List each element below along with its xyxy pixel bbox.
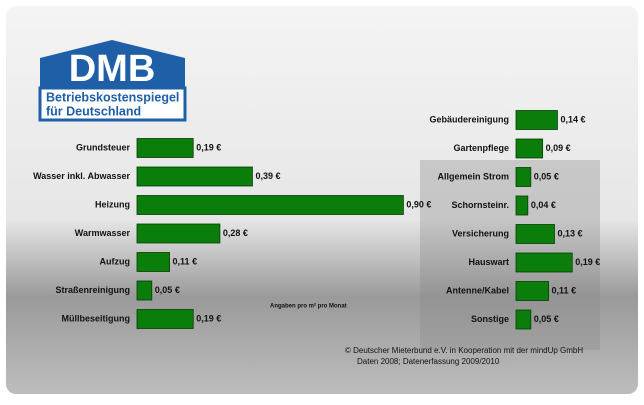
bar bbox=[515, 252, 573, 273]
bar bbox=[515, 138, 544, 159]
value-label: 0,04 € bbox=[531, 200, 556, 210]
value-label: 0,05 € bbox=[155, 285, 180, 295]
category-label: Aufzug bbox=[100, 256, 131, 266]
category-label: Versicherung bbox=[452, 228, 509, 238]
logo-line: für Deutschland bbox=[46, 104, 141, 118]
value-label: 0,19 € bbox=[575, 257, 600, 267]
category-label: Straßenreinigung bbox=[55, 285, 130, 295]
value-label: 0,05 € bbox=[534, 171, 559, 181]
bar bbox=[136, 166, 253, 187]
category-label: Müllbeseitigung bbox=[62, 313, 131, 323]
value-label: 0,19 € bbox=[196, 142, 221, 152]
logo-box bbox=[38, 86, 187, 122]
category-label: Hauswart bbox=[468, 257, 509, 267]
value-label: 0,09 € bbox=[546, 143, 571, 153]
bar bbox=[515, 110, 558, 130]
category-label: Antenne/Kabel bbox=[446, 285, 509, 295]
category-label: Warmwasser bbox=[75, 228, 131, 238]
category-label: Sonstige bbox=[471, 314, 509, 324]
logo-title: DMB bbox=[69, 48, 156, 90]
bar bbox=[136, 223, 221, 244]
category-label: Allgemein Strom bbox=[437, 171, 509, 181]
bar bbox=[136, 252, 170, 272]
note: Angaben pro m² pro Monat bbox=[270, 303, 347, 310]
bar bbox=[515, 224, 555, 244]
category-label: Schornsteinr. bbox=[451, 200, 509, 210]
category-label: Heizung bbox=[95, 199, 130, 209]
value-label: 0,11 € bbox=[173, 256, 198, 266]
value-label: 0,11 € bbox=[552, 285, 577, 295]
bar bbox=[515, 167, 532, 187]
value-label: 0,14 € bbox=[560, 114, 585, 124]
category-label: Gebäudereinigung bbox=[429, 114, 509, 124]
bar bbox=[136, 138, 194, 158]
value-label: 0,90 € bbox=[406, 199, 431, 209]
value-label: 0,19 € bbox=[196, 313, 221, 323]
bar bbox=[136, 280, 153, 301]
bar bbox=[136, 309, 194, 329]
value-label: 0,39 € bbox=[255, 171, 280, 181]
value-label: 0,05 € bbox=[534, 314, 559, 324]
logo-roof bbox=[40, 40, 185, 90]
footer: Daten 2008; Datenerfassung 2009/2010 bbox=[357, 357, 500, 366]
value-label: 0,13 € bbox=[557, 228, 582, 238]
category-label: Gartenpflege bbox=[453, 143, 509, 153]
footer: © Deutscher Mieterbund e.V. in Kooperati… bbox=[345, 346, 583, 355]
category-label: Grundsteuer bbox=[76, 142, 131, 152]
bar bbox=[515, 309, 532, 330]
value-label: 0,28 € bbox=[223, 228, 248, 238]
bar bbox=[515, 195, 529, 216]
bar bbox=[136, 195, 404, 215]
bar bbox=[515, 281, 549, 301]
category-label: Wasser inkl. Abwasser bbox=[33, 171, 130, 181]
logo-line: Betriebskostenspiegel bbox=[46, 90, 179, 104]
logo: DMB Betriebskostenspiegel für Deutschlan… bbox=[38, 40, 187, 122]
chimney-shape bbox=[420, 160, 600, 350]
